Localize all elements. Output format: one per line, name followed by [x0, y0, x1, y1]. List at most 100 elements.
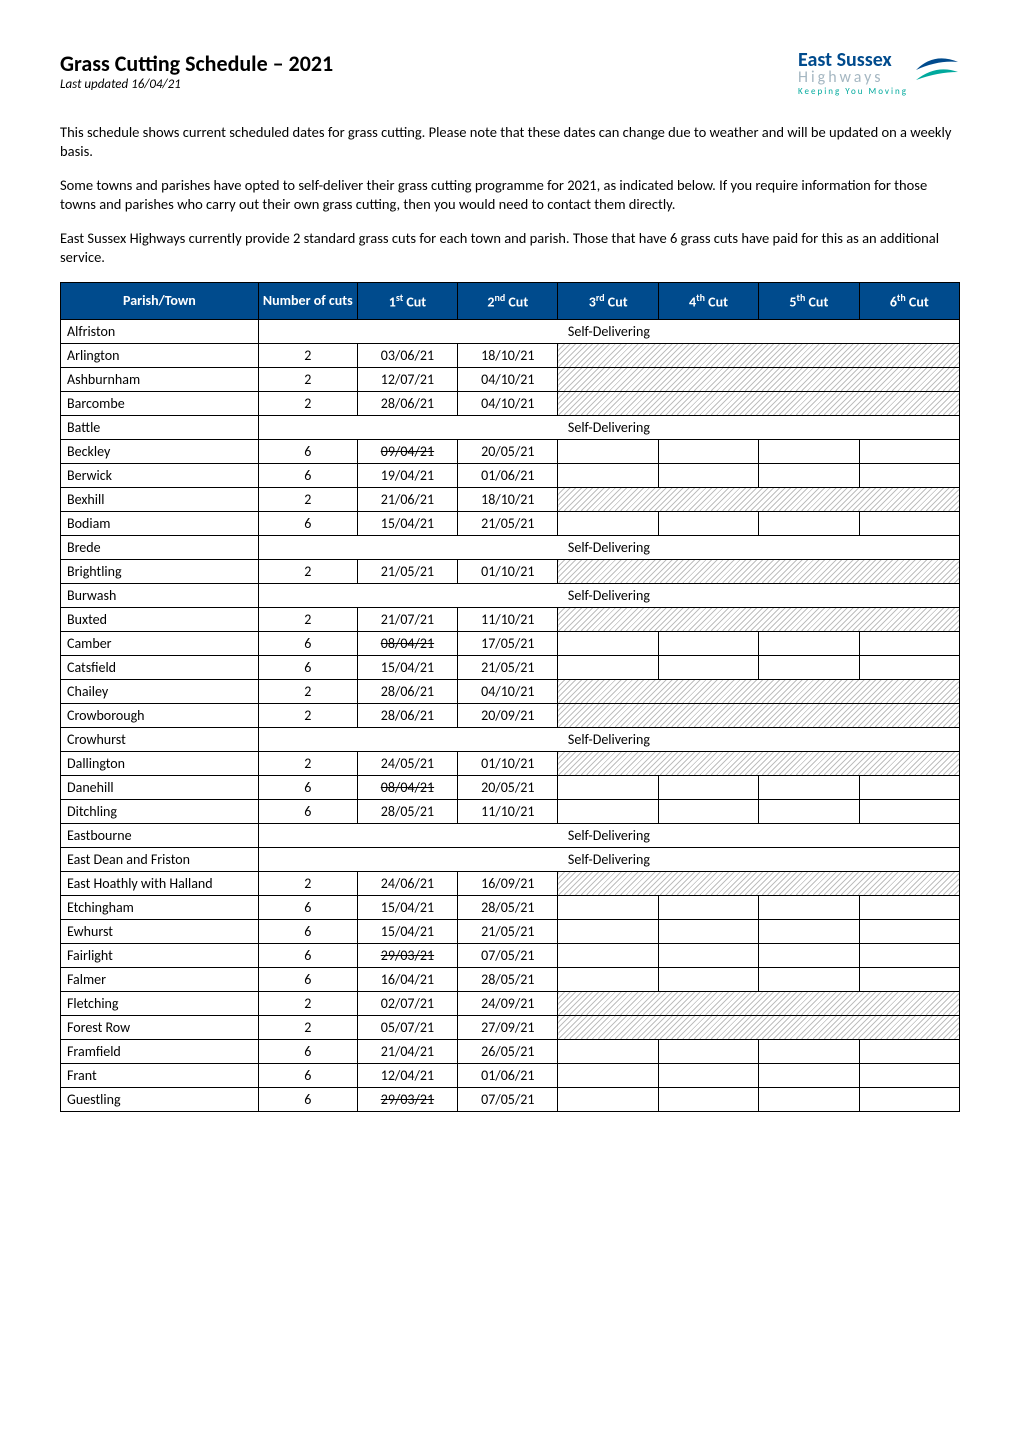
- cell-cut4: [658, 1039, 758, 1063]
- cell-cut1: 09/04/21: [357, 439, 457, 463]
- cell-number: 2: [258, 751, 357, 775]
- table-row: Ashburnham212/07/2104/10/21: [61, 367, 960, 391]
- cell-number: 6: [258, 655, 357, 679]
- cell-cut3: [558, 439, 658, 463]
- cell-number: 6: [258, 511, 357, 535]
- page-subtitle: Last updated 16/04/21: [60, 77, 333, 92]
- cell-cut3: [558, 1063, 658, 1087]
- cell-cut4: [658, 1063, 758, 1087]
- table-row: Arlington203/06/2118/10/21: [61, 343, 960, 367]
- cell-cut6: [859, 775, 959, 799]
- cell-hatched: [558, 367, 960, 391]
- cell-parish: Ewhurst: [61, 919, 259, 943]
- cell-cut1: 12/07/21: [357, 367, 457, 391]
- table-row: Crowborough228/06/2120/09/21: [61, 703, 960, 727]
- cell-cut1: 05/07/21: [357, 1015, 457, 1039]
- cell-cut3: [558, 943, 658, 967]
- cell-parish: Bexhill: [61, 487, 259, 511]
- cell-parish: Ditchling: [61, 799, 259, 823]
- logo-line2: Highways: [798, 70, 908, 86]
- cell-cut1: 02/07/21: [357, 991, 457, 1015]
- table-row: EastbourneSelf-Delivering: [61, 823, 960, 847]
- cell-cut6: [859, 463, 959, 487]
- cell-cut4: [658, 631, 758, 655]
- cell-cut3: [558, 463, 658, 487]
- logo-text: East Sussex Highways Keeping You Moving: [798, 50, 908, 99]
- cell-cut2: 07/05/21: [458, 1087, 558, 1111]
- intro-p1: This schedule shows current scheduled da…: [60, 123, 960, 162]
- table-row: Dallington224/05/2101/10/21: [61, 751, 960, 775]
- cell-cut2: 01/06/21: [458, 1063, 558, 1087]
- cell-number: 2: [258, 559, 357, 583]
- cell-self-delivering: Self-Delivering: [258, 847, 959, 871]
- cell-number: 6: [258, 775, 357, 799]
- table-row: Forest Row205/07/2127/09/21: [61, 1015, 960, 1039]
- cell-cut5: [759, 943, 859, 967]
- table-row: Bexhill221/06/2118/10/21: [61, 487, 960, 511]
- cell-number: 6: [258, 799, 357, 823]
- cell-cut2: 11/10/21: [458, 607, 558, 631]
- cell-parish: Forest Row: [61, 1015, 259, 1039]
- cell-self-delivering: Self-Delivering: [258, 727, 959, 751]
- cell-parish: Ashburnham: [61, 367, 259, 391]
- cell-cut1: 21/05/21: [357, 559, 457, 583]
- cell-cut1: 28/06/21: [357, 391, 457, 415]
- table-row: East Dean and FristonSelf-Delivering: [61, 847, 960, 871]
- table-header: Parish/Town Number of cuts 1st Cut 2nd C…: [61, 282, 960, 319]
- cell-number: 6: [258, 1039, 357, 1063]
- table-row: Fairlight629/03/2107/05/21: [61, 943, 960, 967]
- table-row: AlfristonSelf-Delivering: [61, 319, 960, 343]
- cell-cut2: 20/05/21: [458, 439, 558, 463]
- logo-tagline: Keeping You Moving: [798, 86, 908, 99]
- cell-cut4: [658, 439, 758, 463]
- table-row: Falmer616/04/2128/05/21: [61, 967, 960, 991]
- cell-cut2: 01/10/21: [458, 559, 558, 583]
- table-row: Buxted221/07/2111/10/21: [61, 607, 960, 631]
- table-row: Danehill608/04/2120/05/21: [61, 775, 960, 799]
- cell-parish: Fairlight: [61, 943, 259, 967]
- cell-cut5: [759, 775, 859, 799]
- cell-cut4: [658, 799, 758, 823]
- cell-hatched: [558, 679, 960, 703]
- table-row: Etchingham615/04/2128/05/21: [61, 895, 960, 919]
- table-row: Fletching202/07/2124/09/21: [61, 991, 960, 1015]
- cell-cut6: [859, 943, 959, 967]
- cell-cut3: [558, 799, 658, 823]
- cell-number: 2: [258, 343, 357, 367]
- cell-parish: East Hoathly with Halland: [61, 871, 259, 895]
- cell-self-delivering: Self-Delivering: [258, 535, 959, 559]
- table-row: BredeSelf-Delivering: [61, 535, 960, 559]
- cell-cut2: 04/10/21: [458, 679, 558, 703]
- schedule-table: Parish/Town Number of cuts 1st Cut 2nd C…: [60, 282, 960, 1112]
- cell-self-delivering: Self-Delivering: [258, 415, 959, 439]
- cell-cut6: [859, 1087, 959, 1111]
- page-header: Grass Cutting Schedule – 2021 Last updat…: [60, 50, 960, 99]
- cell-cut3: [558, 511, 658, 535]
- col-cut1: 1st Cut: [357, 282, 457, 319]
- cell-hatched: [558, 703, 960, 727]
- cell-cut6: [859, 511, 959, 535]
- cell-cut4: [658, 463, 758, 487]
- cell-parish: Brightling: [61, 559, 259, 583]
- cell-cut1: 12/04/21: [357, 1063, 457, 1087]
- cell-number: 2: [258, 367, 357, 391]
- cell-number: 6: [258, 943, 357, 967]
- cell-hatched: [558, 1015, 960, 1039]
- cell-cut3: [558, 895, 658, 919]
- col-cut4: 4th Cut: [658, 282, 758, 319]
- cell-cut2: 16/09/21: [458, 871, 558, 895]
- swoosh-icon: [914, 50, 960, 98]
- cell-cut2: 24/09/21: [458, 991, 558, 1015]
- cell-hatched: [558, 607, 960, 631]
- cell-number: 2: [258, 871, 357, 895]
- cell-cut5: [759, 967, 859, 991]
- table-row: Guestling629/03/2107/05/21: [61, 1087, 960, 1111]
- table-row: Ditchling628/05/2111/10/21: [61, 799, 960, 823]
- cell-number: 2: [258, 991, 357, 1015]
- cell-cut4: [658, 655, 758, 679]
- cell-cut2: 07/05/21: [458, 943, 558, 967]
- cell-parish: Berwick: [61, 463, 259, 487]
- cell-hatched: [558, 343, 960, 367]
- cell-parish: Eastbourne: [61, 823, 259, 847]
- cell-parish: Buxted: [61, 607, 259, 631]
